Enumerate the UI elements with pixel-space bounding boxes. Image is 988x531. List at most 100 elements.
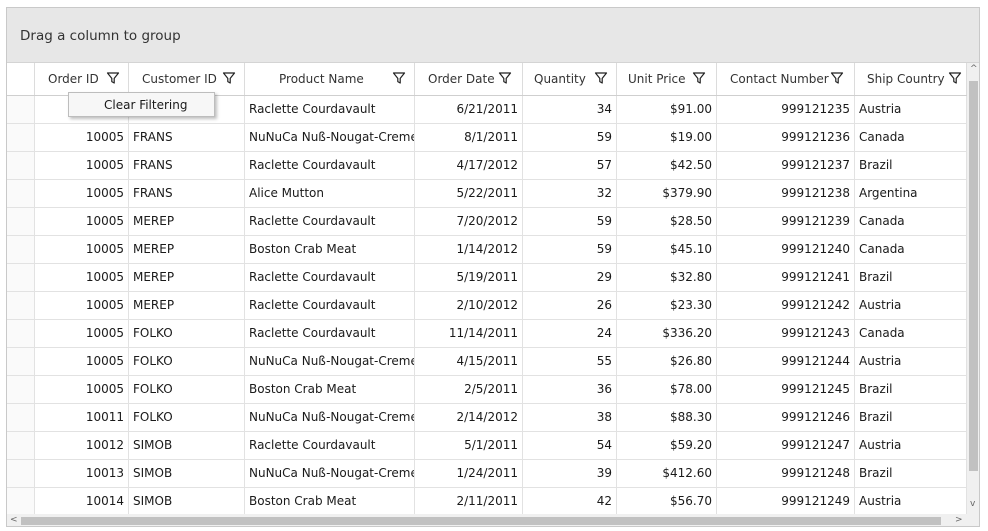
row-header[interactable] [7, 208, 35, 235]
table-row[interactable]: 10014 SIMOB Boston Crab Meat 2/11/2011 42 $56… [7, 488, 967, 516]
cell-ship-country[interactable]: Austria [855, 432, 967, 459]
horizontal-scroll-thumb[interactable] [21, 517, 941, 525]
cell-contact-number[interactable]: 999121249 [717, 488, 855, 515]
cell-order-date[interactable]: 4/15/2011 [415, 348, 523, 375]
cell-quantity[interactable]: 59 [523, 208, 617, 235]
cell-order-date[interactable]: 5/19/2011 [415, 264, 523, 291]
cell-order-id[interactable]: 10013 [35, 460, 129, 487]
cell-contact-number[interactable]: 999121246 [717, 404, 855, 431]
cell-order-date[interactable]: 7/20/2012 [415, 208, 523, 235]
column-header-customer-id[interactable]: Customer ID [129, 63, 245, 95]
cell-order-id[interactable]: 10005 [35, 180, 129, 207]
cell-product-name[interactable]: Raclette Courdavault [245, 208, 415, 235]
table-row[interactable]: 10013 SIMOB NuNuCa Nuß-Nougat-Creme 1/24/20… [7, 460, 967, 488]
cell-order-id[interactable]: 10014 [35, 488, 129, 515]
cell-contact-number[interactable]: 999121240 [717, 236, 855, 263]
cell-ship-country[interactable]: Canada [855, 208, 967, 235]
cell-order-date[interactable]: 6/21/2011 [415, 96, 523, 123]
column-header-unit-price[interactable]: Unit Price [617, 63, 717, 95]
cell-contact-number[interactable]: 999121235 [717, 96, 855, 123]
cell-order-id[interactable]: 10005 [35, 152, 129, 179]
cell-customer-id[interactable]: MEREP [129, 264, 245, 291]
cell-order-id[interactable]: 10005 [35, 124, 129, 151]
row-header[interactable] [7, 348, 35, 375]
cell-quantity[interactable]: 24 [523, 320, 617, 347]
table-row[interactable]: 10005 FOLKO Boston Crab Meat 2/5/2011 36 $78.… [7, 376, 967, 404]
cell-unit-price[interactable]: $59.20 [617, 432, 717, 459]
cell-contact-number[interactable]: 999121237 [717, 152, 855, 179]
filter-funnel-icon[interactable] [947, 70, 963, 86]
cell-unit-price[interactable]: $32.80 [617, 264, 717, 291]
cell-unit-price[interactable]: $28.50 [617, 208, 717, 235]
cell-product-name[interactable]: Raclette Courdavault [245, 320, 415, 347]
cell-product-name[interactable]: Alice Mutton [245, 180, 415, 207]
cell-unit-price[interactable]: $78.00 [617, 376, 717, 403]
table-row[interactable]: 10005 FOLKO NuNuCa Nuß-Nougat-Creme 4/15/20… [7, 348, 967, 376]
horizontal-scrollbar[interactable]: < > [7, 514, 967, 526]
column-header-ship-country[interactable]: Ship Country [855, 63, 967, 95]
cell-order-date[interactable]: 1/14/2012 [415, 236, 523, 263]
filter-funnel-icon[interactable] [593, 70, 609, 86]
cell-customer-id[interactable]: MEREP [129, 292, 245, 319]
cell-customer-id[interactable]: FRANS [129, 152, 245, 179]
table-row[interactable]: 10005 MEREP Raclette Courdavault 5/19/2011 2… [7, 264, 967, 292]
filter-funnel-icon[interactable] [829, 70, 845, 86]
cell-customer-id[interactable]: SIMOB [129, 460, 245, 487]
filter-funnel-icon[interactable] [391, 70, 407, 86]
table-row[interactable]: 10012 SIMOB Raclette Courdavault 5/1/2011 54… [7, 432, 967, 460]
cell-product-name[interactable]: NuNuCa Nuß-Nougat-Creme [245, 460, 415, 487]
filter-funnel-icon[interactable] [691, 70, 707, 86]
cell-quantity[interactable]: 34 [523, 96, 617, 123]
cell-unit-price[interactable]: $45.10 [617, 236, 717, 263]
cell-customer-id[interactable]: MEREP [129, 236, 245, 263]
cell-unit-price[interactable]: $42.50 [617, 152, 717, 179]
cell-unit-price[interactable]: $56.70 [617, 488, 717, 515]
cell-ship-country[interactable]: Canada [855, 320, 967, 347]
table-row[interactable]: 10005 FRANS NuNuCa Nuß-Nougat-Creme 8/1/201… [7, 124, 967, 152]
cell-order-date[interactable]: 2/5/2011 [415, 376, 523, 403]
row-header[interactable] [7, 376, 35, 403]
cell-order-date[interactable]: 1/24/2011 [415, 460, 523, 487]
vertical-scroll-thumb[interactable] [969, 81, 978, 471]
table-row[interactable]: 10005 FOLKO Raclette Courdavault 11/14/2011… [7, 320, 967, 348]
row-header[interactable] [7, 320, 35, 347]
cell-customer-id[interactable]: FOLKO [129, 404, 245, 431]
cell-ship-country[interactable]: Austria [855, 292, 967, 319]
cell-contact-number[interactable]: 999121242 [717, 292, 855, 319]
cell-product-name[interactable]: Raclette Courdavault [245, 432, 415, 459]
row-header[interactable] [7, 488, 35, 515]
cell-order-id[interactable]: 10011 [35, 404, 129, 431]
cell-order-date[interactable]: 2/14/2012 [415, 404, 523, 431]
cell-order-id[interactable]: 10005 [35, 236, 129, 263]
cell-unit-price[interactable]: $91.00 [617, 96, 717, 123]
vertical-scrollbar[interactable]: ^ v [967, 63, 979, 514]
table-row[interactable]: 10005 MEREP Raclette Courdavault 7/20/2012 5… [7, 208, 967, 236]
table-row[interactable]: 10011 FOLKO NuNuCa Nuß-Nougat-Creme 2/14/20… [7, 404, 967, 432]
cell-contact-number[interactable]: 999121238 [717, 180, 855, 207]
cell-contact-number[interactable]: 999121244 [717, 348, 855, 375]
row-header[interactable] [7, 460, 35, 487]
cell-order-id[interactable]: 10005 [35, 264, 129, 291]
cell-order-date[interactable]: 2/11/2011 [415, 488, 523, 515]
cell-quantity[interactable]: 59 [523, 124, 617, 151]
column-header-order-id[interactable]: Order ID [35, 63, 129, 95]
cell-contact-number[interactable]: 999121239 [717, 208, 855, 235]
cell-order-id[interactable]: 10005 [35, 348, 129, 375]
column-header-product-name[interactable]: Product Name [245, 63, 415, 95]
cell-order-id[interactable]: 10005 [35, 292, 129, 319]
cell-order-date[interactable]: 4/17/2012 [415, 152, 523, 179]
table-row[interactable]: 10005 MEREP Boston Crab Meat 1/14/2012 59 $45… [7, 236, 967, 264]
cell-contact-number[interactable]: 999121247 [717, 432, 855, 459]
cell-unit-price[interactable]: $26.80 [617, 348, 717, 375]
scroll-down-icon[interactable]: v [970, 499, 976, 509]
cell-contact-number[interactable]: 999121245 [717, 376, 855, 403]
filter-funnel-icon[interactable] [497, 70, 513, 86]
cell-unit-price[interactable]: $88.30 [617, 404, 717, 431]
cell-order-id[interactable]: 10005 [35, 376, 129, 403]
cell-quantity[interactable]: 57 [523, 152, 617, 179]
column-header-contact-number[interactable]: Contact Number [717, 63, 855, 95]
cell-order-date[interactable]: 2/10/2012 [415, 292, 523, 319]
cell-quantity[interactable]: 32 [523, 180, 617, 207]
cell-unit-price[interactable]: $412.60 [617, 460, 717, 487]
cell-quantity[interactable]: 26 [523, 292, 617, 319]
